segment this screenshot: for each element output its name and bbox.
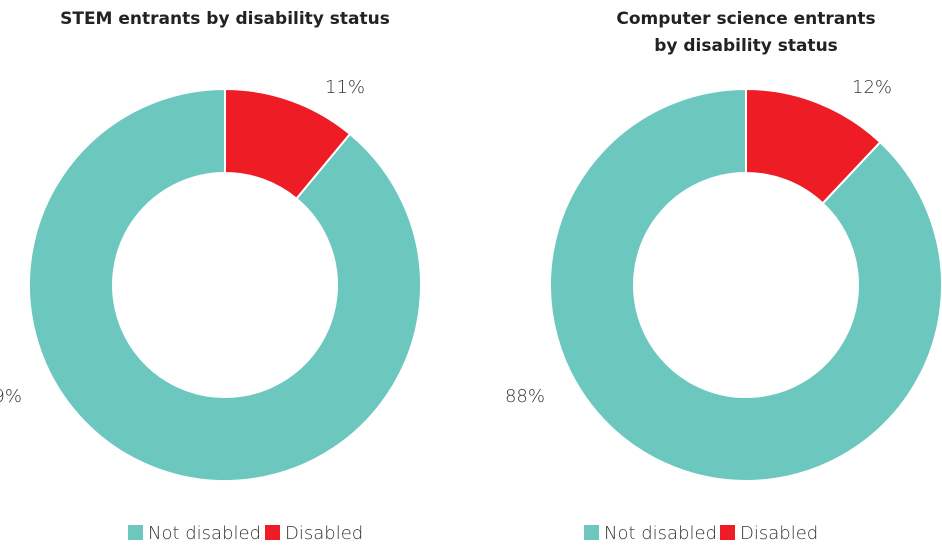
data-label: 12%	[852, 77, 892, 98]
legend-label: Disabled	[285, 523, 363, 544]
data-label: 88%	[505, 386, 545, 407]
legend-swatch	[128, 525, 143, 540]
legend-swatch	[265, 525, 280, 540]
legend-label: Disabled	[740, 523, 818, 544]
chart-title: Computer science entrants by disability …	[616, 9, 876, 56]
legend-label: Not disabled	[148, 523, 261, 544]
donut-slice	[28, 87, 422, 482]
donut-slice	[549, 87, 942, 482]
legend-swatch	[720, 525, 735, 540]
donut-slice	[224, 87, 352, 201]
legend-label: Not disabled	[604, 523, 717, 544]
chart-title: STEM entrants by disability status	[60, 9, 390, 29]
data-label: 11%	[325, 77, 365, 98]
legend-swatch	[584, 525, 599, 540]
data-label: 89%	[0, 386, 22, 407]
donut-slice	[745, 87, 882, 205]
